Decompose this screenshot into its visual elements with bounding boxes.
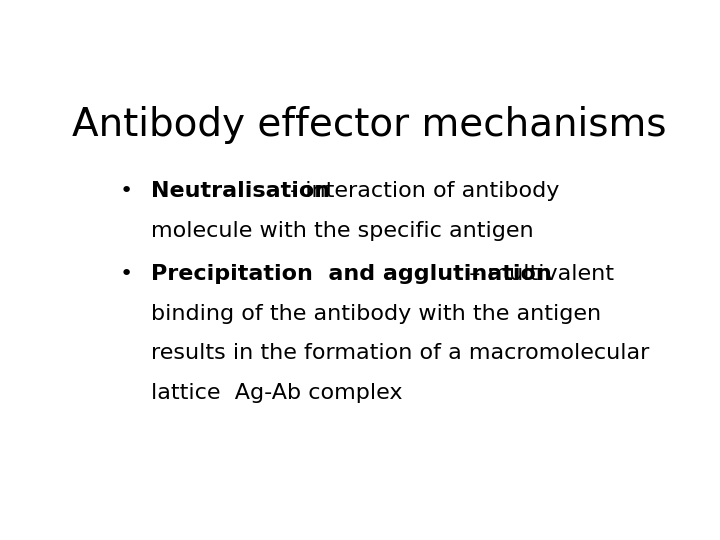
Text: Neutralisation: Neutralisation xyxy=(151,181,330,201)
Text: Precipitation  and agglutination: Precipitation and agglutination xyxy=(151,265,552,285)
Text: •: • xyxy=(120,265,133,285)
Text: molecule with the specific antigen: molecule with the specific antigen xyxy=(151,221,534,241)
Text: lattice  Ag-Ab complex: lattice Ag-Ab complex xyxy=(151,383,403,403)
Text: Antibody effector mechanisms: Antibody effector mechanisms xyxy=(72,106,666,144)
Text: - interaction of antibody: - interaction of antibody xyxy=(290,181,559,201)
Text: – multivalent: – multivalent xyxy=(462,265,614,285)
Text: binding of the antibody with the antigen: binding of the antibody with the antigen xyxy=(151,304,601,324)
Text: •: • xyxy=(120,181,133,201)
Text: results in the formation of a macromolecular: results in the formation of a macromolec… xyxy=(151,343,649,363)
